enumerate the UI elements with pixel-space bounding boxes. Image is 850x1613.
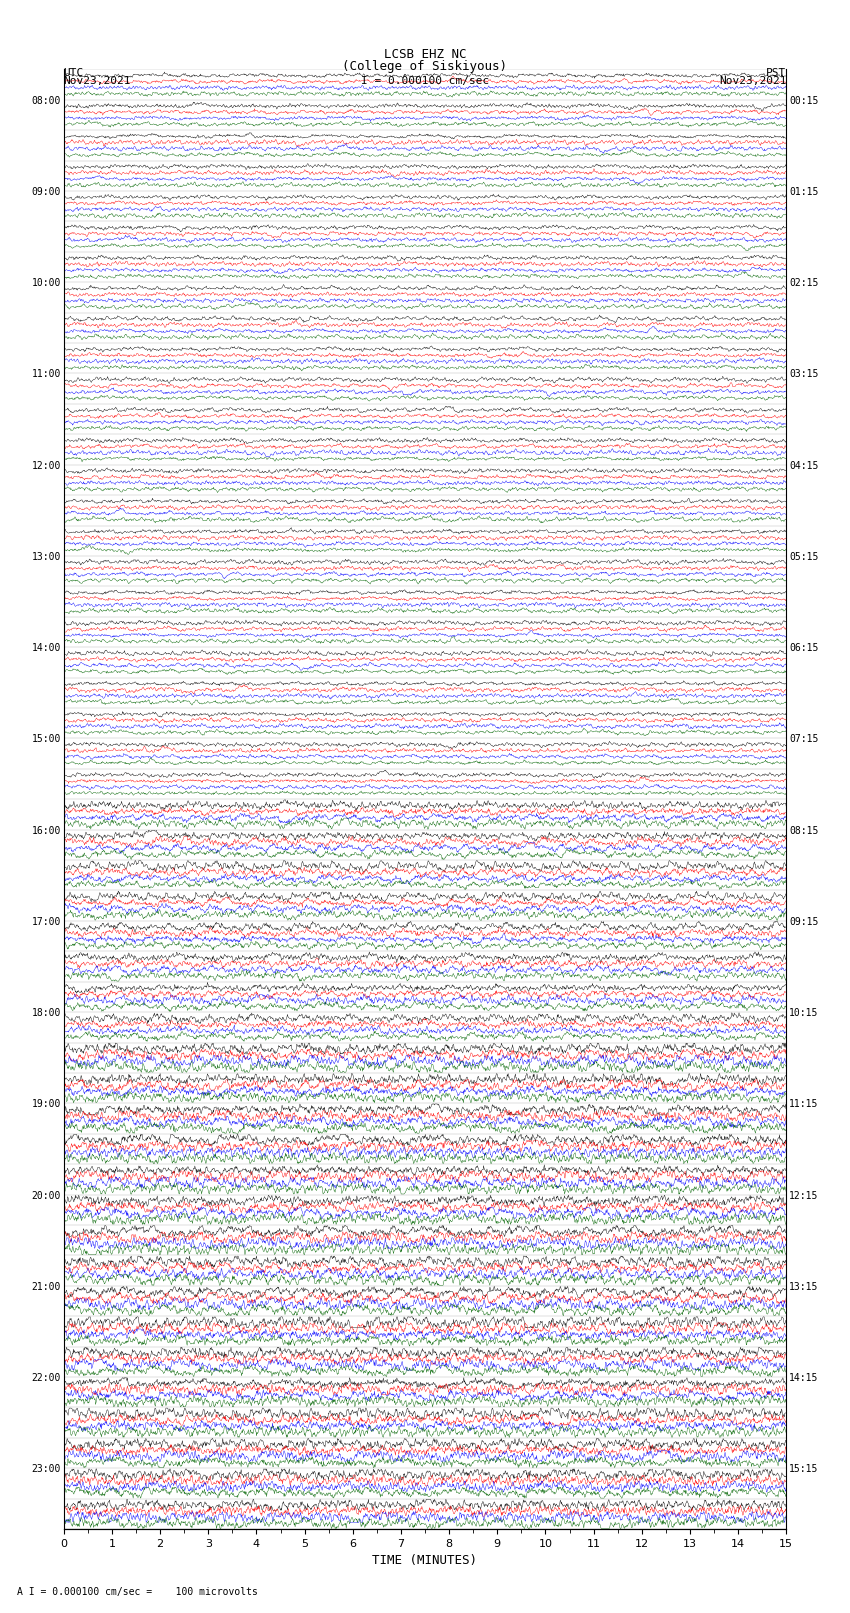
Text: UTC: UTC: [64, 68, 84, 77]
Text: LCSB EHZ NC: LCSB EHZ NC: [383, 48, 467, 61]
Text: I = 0.000100 cm/sec: I = 0.000100 cm/sec: [361, 76, 489, 85]
Text: Nov23,2021: Nov23,2021: [719, 76, 786, 85]
Text: (College of Siskiyous): (College of Siskiyous): [343, 60, 507, 73]
Text: Nov23,2021: Nov23,2021: [64, 76, 131, 85]
X-axis label: TIME (MINUTES): TIME (MINUTES): [372, 1555, 478, 1568]
Text: A I = 0.000100 cm/sec =    100 microvolts: A I = 0.000100 cm/sec = 100 microvolts: [17, 1587, 258, 1597]
Text: PST: PST: [766, 68, 786, 77]
